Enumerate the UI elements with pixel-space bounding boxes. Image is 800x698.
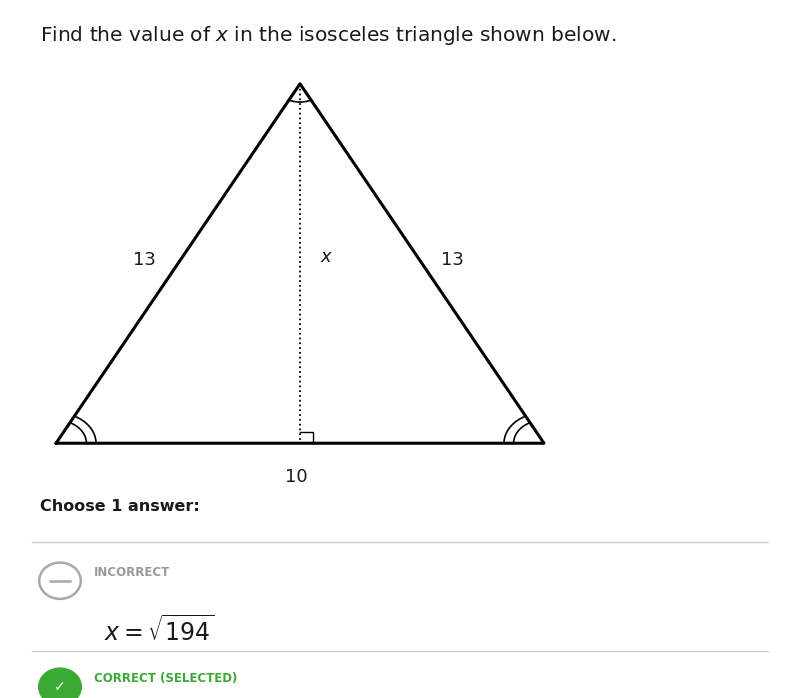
Text: $x$: $x$ bbox=[320, 248, 334, 265]
Circle shape bbox=[39, 669, 81, 698]
Text: INCORRECT: INCORRECT bbox=[94, 566, 170, 579]
Text: CORRECT (SELECTED): CORRECT (SELECTED) bbox=[94, 672, 237, 685]
Text: Find the value of $x$ in the isosceles triangle shown below.: Find the value of $x$ in the isosceles t… bbox=[40, 24, 616, 47]
Text: 10: 10 bbox=[285, 468, 307, 486]
Text: Choose 1 answer:: Choose 1 answer: bbox=[40, 499, 200, 514]
Text: $x = \sqrt{194}$: $x = \sqrt{194}$ bbox=[104, 616, 214, 646]
Text: ✓: ✓ bbox=[54, 680, 66, 694]
Text: 13: 13 bbox=[133, 251, 156, 269]
Text: 13: 13 bbox=[441, 251, 464, 269]
